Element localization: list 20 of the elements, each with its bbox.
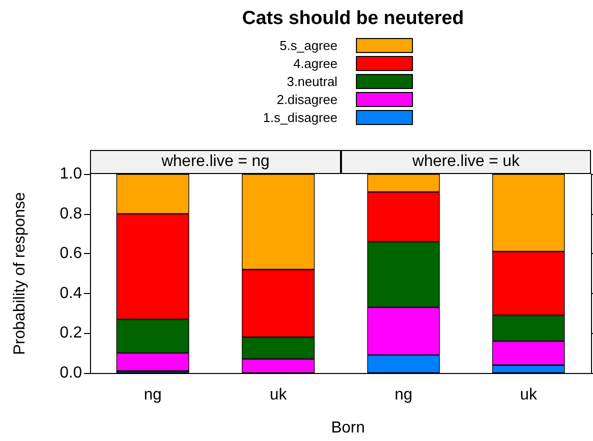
x-tick-label: uk xyxy=(520,386,538,404)
x-tick-label: ng xyxy=(144,386,162,404)
strip-header: where.live = uk xyxy=(341,150,591,174)
y-tick-label: 0.8 xyxy=(60,205,82,222)
legend-label: 4.agree xyxy=(293,56,338,71)
legend-label: 3.neutral xyxy=(286,74,338,89)
y-tick-label: 0.6 xyxy=(60,245,82,262)
y-tick-label: 0.2 xyxy=(60,324,82,342)
x-axis-title: Born xyxy=(331,420,365,436)
y-tick-label: 0.0 xyxy=(60,364,82,382)
chart-title: Cats should be neutered xyxy=(242,8,464,29)
legend-label: 1.s_disagree xyxy=(262,110,338,125)
y-tick-label: 1.0 xyxy=(60,166,82,182)
strip-header: where.live = ng xyxy=(90,150,341,174)
y-tick-label: 0.4 xyxy=(60,284,82,302)
x-tick-label: ng xyxy=(394,386,412,404)
y-axis-title: Probability of response xyxy=(12,192,28,355)
x-tick-label: uk xyxy=(270,386,288,404)
legend-label: 5.s_agree xyxy=(280,38,338,53)
legend-label: 2.disagree xyxy=(276,92,338,107)
